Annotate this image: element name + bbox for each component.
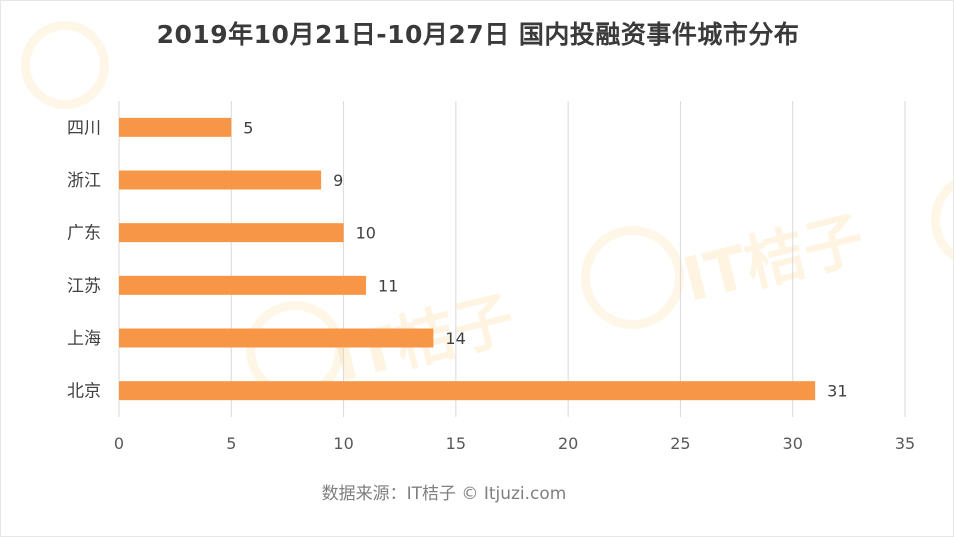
bar <box>119 381 816 401</box>
x-tick-label: 35 <box>895 434 915 453</box>
category-label: 江苏 <box>67 276 101 296</box>
data-label: 14 <box>445 329 465 348</box>
x-tick-label: 20 <box>558 434 578 453</box>
bar <box>119 223 344 243</box>
x-tick-label: 25 <box>670 434 690 453</box>
bar <box>119 328 434 348</box>
data-label: 9 <box>333 171 343 190</box>
watermark-logo <box>581 226 684 329</box>
source-note: 数据来源：IT桔子 © Itjuzi.com <box>321 484 567 504</box>
category-label: 上海 <box>67 329 101 349</box>
bar <box>119 117 232 137</box>
category-label: 北京 <box>67 382 101 402</box>
x-tick-label: 10 <box>333 434 353 453</box>
x-tick-label: 5 <box>226 434 236 453</box>
bar <box>119 275 367 295</box>
chart-title: 2019年10月21日-10月27日 国内投融资事件城市分布 <box>156 20 800 49</box>
category-label: 四川 <box>67 118 101 138</box>
data-label: 10 <box>356 224 376 243</box>
x-tick-label: 30 <box>783 434 803 453</box>
watermark-logo <box>21 21 109 109</box>
x-tick-label: 0 <box>114 434 124 453</box>
data-label: 31 <box>827 382 847 401</box>
category-label: 浙江 <box>67 171 101 191</box>
category-label: 广东 <box>67 224 101 244</box>
x-tick-label: 15 <box>446 434 466 453</box>
data-label: 11 <box>378 276 398 295</box>
data-label: 5 <box>243 118 253 137</box>
bar <box>119 170 322 190</box>
